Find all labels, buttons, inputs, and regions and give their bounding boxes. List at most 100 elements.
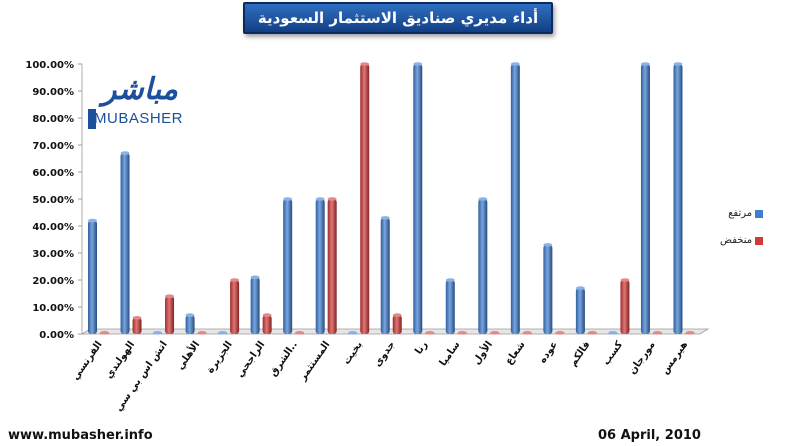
y-tick-label: 80.00% [32,114,74,125]
y-tick-label: 10.00% [32,303,74,314]
legend-item-down: منخفض [720,235,764,246]
bar-up [250,277,260,334]
x-tick-label: الأول [470,338,495,367]
bar-down [165,296,175,334]
bar-top-down [425,331,435,335]
bar-up [120,153,130,334]
bar-up [510,64,520,334]
x-tick-label: رنا [413,339,430,356]
bar-top-up [510,62,520,66]
chart-title: أداء مديري صناديق الاستثمار السعودية [243,2,553,34]
x-tick-label: الهولندي [104,339,138,380]
bar-top-up [640,62,650,66]
bar-down [392,315,402,334]
bar-top-down [100,331,109,335]
bar-up [380,217,390,334]
x-tick-label: الجزيرة [205,339,235,375]
bar-up [543,244,553,334]
bar-down [230,280,240,334]
bar-top-up [575,286,585,290]
bar-up [445,280,455,334]
x-tick-label: جدوى [372,339,397,369]
bar-up [478,199,488,334]
bar-up [575,288,585,334]
bar-top-down [132,316,142,320]
bar-down [262,315,272,334]
bar-top-down [620,278,630,282]
y-tick-label: 50.00% [32,195,74,206]
legend: مرتفع منخفض [720,208,764,262]
bar-top-down [522,331,532,335]
bar-top-down [295,331,305,335]
bar-top-up [120,151,130,155]
bar-up [283,199,293,334]
bar-top-down [327,197,337,201]
bar-top-down [197,331,207,335]
bar-top-down [685,331,695,335]
bar-top-down [360,62,370,66]
x-tick-label: هيرمس [660,339,691,376]
bar-down [132,317,142,334]
x-tick-label: المستثمر [297,339,332,383]
y-tick-label: 40.00% [32,222,74,233]
bar-top-up [250,275,260,280]
bar-up [640,64,650,334]
x-tick-label: بخيت [341,339,365,366]
x-tick-label: شعاع [504,339,528,367]
bar-top-up [315,197,325,201]
x-tick-label: الراجحي [235,339,268,379]
bar-down [327,199,337,334]
bar-top-up [380,216,390,220]
bar-top-down [230,278,240,282]
bar-top-up [673,62,683,66]
logo-arabic-text: مباشر [102,72,178,107]
bar-up [413,64,423,334]
bar-top-down [262,313,272,317]
x-tick-label: عوده [537,339,560,365]
y-tick-label: 90.00% [32,87,74,98]
bar-top-down [587,331,597,335]
y-tick-label: 60.00% [32,168,74,179]
bar-top-up [348,331,358,335]
legend-swatch-up-icon [755,209,764,218]
x-tick-label: ساميا [438,339,463,368]
bar-up [315,199,325,334]
bar-top-up [445,278,455,282]
y-tick-label: 20.00% [32,276,74,287]
footer-date: 06 April, 2010 [598,428,701,443]
x-tick-label: فالكم [568,339,593,368]
bar-top-up [218,331,228,335]
bar-top-down [165,294,175,299]
bar-top-up [283,197,293,201]
legend-swatch-down-icon [755,236,764,245]
bar-top-up [413,62,423,66]
legend-item-up: مرتفع [720,208,764,219]
bar-top-up [153,331,163,335]
x-tick-label: مورجان [627,339,658,376]
logo-english-text: MUBASHER [94,110,184,127]
legend-label-up: مرتفع [728,208,753,219]
bar-top-up [478,197,488,201]
bar-up [673,64,683,334]
bar-down [620,280,630,334]
legend-label-down: منخفض [720,235,753,246]
bar-down [360,64,370,334]
bar-top-down [555,331,565,335]
bar-up [185,315,195,334]
bar-top-down [490,331,500,335]
footer-website: www.mubasher.info [8,428,153,443]
y-tick-label: 100.00% [25,60,74,71]
bar-top-down [652,331,662,335]
x-tick-label: الفرنسي [70,339,105,382]
y-tick-label: 0.00% [39,330,74,341]
bar-up [88,220,97,334]
y-tick-label: 30.00% [32,249,74,260]
bar-top-up [608,331,618,335]
bar-top-up [185,313,195,317]
y-tick-label: 70.00% [32,141,74,152]
mubasher-logo: مباشر MUBASHER [88,72,183,134]
x-tick-label: الأهلي [173,338,202,372]
x-tick-label: الشرق.. [268,339,300,378]
x-tick-label: كسب [601,339,625,367]
